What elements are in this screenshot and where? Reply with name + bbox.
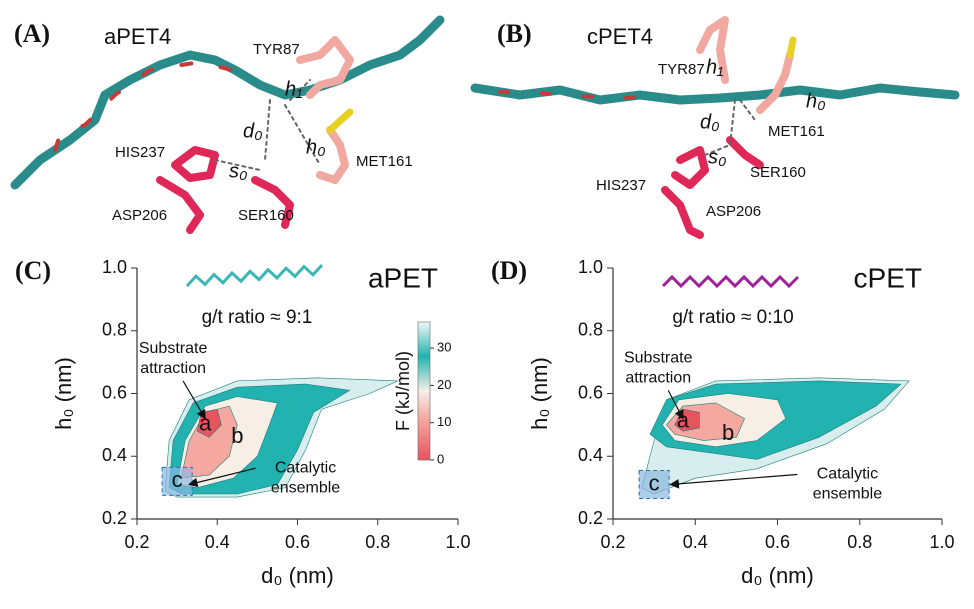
chart-title: cPET: [854, 262, 922, 293]
distance-label: h₀: [306, 136, 326, 158]
annotation-arrow: [667, 390, 684, 420]
x-tick-label: 1.0: [929, 532, 954, 552]
y-tick-label: 1.0: [578, 257, 603, 277]
y-tick-label: 0.2: [578, 508, 603, 528]
x-tick-label: 1.0: [445, 532, 470, 552]
x-axis-label: d₀ (nm): [261, 563, 334, 588]
annotation-arrow: [187, 467, 256, 488]
residue-label: MET161: [768, 123, 825, 140]
distance-label: d₀: [243, 120, 263, 142]
y-tick-label: 0.2: [102, 508, 127, 528]
y-axis-label: h₀ (nm): [527, 357, 552, 430]
residue-label: TYR87: [658, 61, 705, 78]
y-tick-label: 0.6: [578, 382, 603, 402]
distance-label: h₁: [706, 56, 723, 78]
colorbar: [417, 321, 431, 461]
colorbar-tick-label: 20: [437, 377, 451, 392]
annotation-arrow: [182, 380, 206, 420]
x-tick-label: 0.4: [683, 532, 708, 552]
y-tick-label: 0.4: [102, 445, 127, 465]
colorbar-label: F (kJ/mol): [393, 351, 413, 431]
state-label: a: [199, 411, 212, 436]
annotation: ensemble: [271, 479, 340, 496]
colorbar-tick-label: 30: [437, 340, 451, 355]
y-tick-label: 0.4: [578, 445, 603, 465]
distance-label: h₁: [285, 78, 302, 100]
annotation-arrow: [669, 473, 798, 489]
x-tick-label: 0.4: [205, 532, 230, 552]
residue-label: ASP206: [112, 207, 167, 224]
y-tick-label: 0.8: [102, 320, 127, 340]
inset-text: g/t ratio ≈ 9:1: [202, 307, 313, 328]
x-tick-label: 0.8: [365, 532, 390, 552]
residue-label: HIS237: [115, 144, 165, 161]
molecule-a: [10, 15, 445, 234]
y-axis-label: h₀ (nm): [51, 357, 76, 430]
x-tick-label: 0.6: [285, 532, 310, 552]
free-energy-region: [180, 405, 238, 479]
y-tick-label: 1.0: [102, 257, 127, 277]
colorbar-tick-label: 10: [437, 414, 451, 429]
panel-label: (D): [491, 256, 527, 285]
inset-text: g/t ratio ≈ 0:10: [672, 307, 793, 328]
x-axis-label: d₀ (nm): [741, 563, 814, 588]
inset-molecule: [185, 263, 324, 288]
panel-title: aPET4: [104, 24, 171, 49]
y-tick-label: 0.6: [102, 382, 127, 402]
distance-label: s₀: [229, 160, 247, 182]
panel-title: cPET4: [587, 24, 653, 49]
annotation: Substrate: [139, 340, 208, 357]
chart-title: aPET: [368, 262, 438, 293]
distance-label: s₀: [708, 146, 726, 168]
distance-label: h₀: [806, 90, 826, 112]
state-label: c: [172, 467, 183, 492]
annotation: Catalytic: [275, 459, 336, 476]
residue-label: TYR87: [253, 41, 300, 58]
molecule-b: [470, 16, 960, 239]
x-tick-label: 0.2: [124, 532, 149, 552]
annotation: ensemble: [813, 486, 882, 503]
annotation: Substrate: [624, 350, 693, 367]
x-tick-label: 0.8: [847, 532, 872, 552]
residue-label: MET161: [356, 153, 413, 170]
x-tick-label: 0.6: [765, 532, 790, 552]
annotation: attraction: [625, 370, 691, 387]
state-label: b: [722, 420, 734, 445]
x-tick-label: 0.2: [600, 532, 625, 552]
panel-label: (C): [15, 256, 51, 285]
y-tick-label: 0.8: [578, 320, 603, 340]
colorbar-tick-label: 0: [437, 451, 444, 466]
annotation: attraction: [140, 360, 206, 377]
distance-label: d₀: [700, 111, 720, 133]
state-label: b: [231, 423, 243, 448]
residue-label: ASP206: [706, 203, 761, 220]
residue-label: HIS237: [596, 177, 646, 194]
panel-label: (A): [14, 19, 50, 48]
inset-molecule: [661, 274, 800, 289]
catalytic-box: [638, 469, 670, 499]
residue-label: SER160: [238, 207, 294, 224]
annotation: Catalytic: [817, 466, 878, 483]
panel-label: (B): [497, 19, 532, 48]
state-label: c: [649, 470, 660, 495]
residue-label: SER160: [750, 164, 806, 181]
